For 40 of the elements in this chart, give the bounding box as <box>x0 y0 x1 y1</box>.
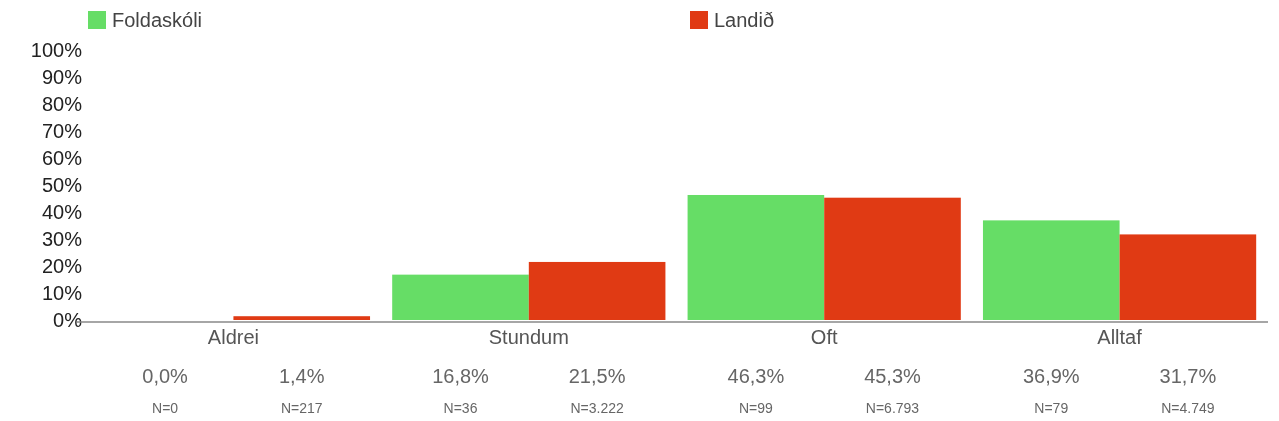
y-tick-label: 70% <box>41 120 83 142</box>
x-tick-label: Aldrei <box>207 326 259 348</box>
text: N=4.749 <box>1161 400 1215 416</box>
y-tick-label: 20% <box>41 255 83 277</box>
y-tick-label: 10% <box>41 282 83 304</box>
y-tick-label: 40% <box>41 201 83 223</box>
x-tick-label: Stundum <box>488 326 569 348</box>
bar <box>528 261 666 320</box>
text: N=99 <box>738 400 774 416</box>
bar <box>1119 234 1257 320</box>
data-label: 1,4% <box>278 365 325 387</box>
data-label: 36,9% <box>1022 365 1080 387</box>
legend-label: Landið <box>714 9 775 31</box>
y-tick-label: 50% <box>41 174 83 196</box>
data-label: 16,8% <box>432 365 490 387</box>
y-tick-label: 90% <box>41 66 83 88</box>
bar <box>233 316 371 320</box>
text: N=217 <box>280 400 323 416</box>
data-label: 31,7% <box>1159 365 1217 387</box>
legend-label: Foldaskóli <box>112 9 203 31</box>
bar <box>982 220 1120 320</box>
data-label: 45,3% <box>864 365 922 387</box>
data-label: 46,3% <box>727 365 785 387</box>
text: N=6.793 <box>865 400 920 416</box>
y-tick-label: 60% <box>41 147 83 169</box>
y-tick-label: 80% <box>41 93 83 115</box>
y-tick-label: 0% <box>53 309 83 331</box>
text: N=3.222 <box>570 400 624 416</box>
data-label: 0,0% <box>142 365 189 387</box>
text: N=0 <box>152 400 179 416</box>
text: N=36 <box>443 400 478 416</box>
y-tick-label: 100% <box>30 39 83 61</box>
bar <box>687 194 825 320</box>
bar <box>824 197 961 320</box>
bar <box>392 274 529 320</box>
data-label: 21,5% <box>568 365 626 387</box>
x-tick-label: Oft <box>810 326 838 348</box>
text: N=79 <box>1034 400 1069 416</box>
y-tick-label: 30% <box>41 228 83 250</box>
x-tick-label: Alltaf <box>1097 326 1143 348</box>
